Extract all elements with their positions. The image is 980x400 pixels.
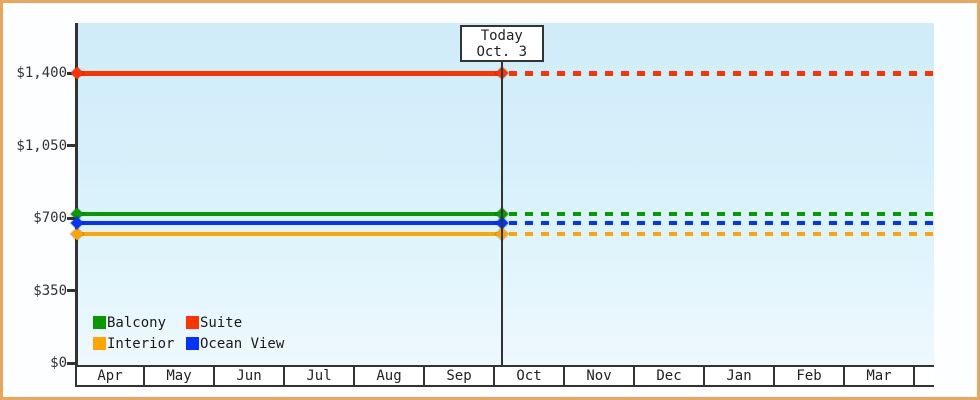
month-cell-may: May [145, 367, 215, 385]
y-tick-mark [67, 289, 75, 292]
legend-swatch-suite [186, 316, 199, 329]
series-line-solid-suite [78, 70, 502, 76]
legend-item-interior: Interior [93, 336, 186, 352]
y-tick-label: $0 [50, 355, 67, 371]
legend: Balcony Suite Interior Ocean View [93, 312, 284, 354]
today-vertical-line [500, 60, 503, 365]
legend-swatch-balcony [93, 316, 106, 329]
month-cell-mar: Mar [845, 367, 915, 385]
legend-label-ocean-view: Ocean View [200, 335, 285, 352]
series-line-dotted-suite [508, 70, 933, 76]
month-cell-oct: Oct [495, 367, 565, 385]
y-tick-label: $1,400 [16, 65, 67, 81]
legend-item-ocean-view: Ocean View [186, 336, 284, 352]
y-tick-mark [67, 216, 75, 220]
y-tick-label: $1,050 [16, 137, 67, 154]
today-label-box: Today Oct. 3 [459, 25, 544, 62]
y-tick-label: $700 [33, 210, 67, 226]
month-cell-feb: Feb [775, 367, 845, 385]
month-cell-nov: Nov [565, 367, 635, 385]
legend-swatch-interior [93, 337, 106, 350]
series-line-solid-interior [78, 231, 502, 236]
y-tick-mark [67, 144, 75, 147]
series-line-dotted-balcony [508, 211, 933, 216]
month-cell-aug: Aug [355, 367, 425, 385]
month-cell-jun: Jun [215, 367, 285, 385]
legend-label-interior: Interior [107, 335, 175, 352]
y-tick-label: $350 [33, 282, 67, 299]
month-cell-jan: Jan [705, 367, 775, 385]
y-axis-line [75, 23, 78, 365]
series-line-dotted-interior [508, 231, 933, 236]
month-cell-dec: Dec [635, 367, 705, 385]
legend-label-suite: Suite [200, 314, 243, 331]
today-date-label: Oct. 3 [476, 44, 528, 60]
series-line-solid-ocean-view [78, 221, 502, 226]
month-row-stub [915, 367, 934, 385]
month-cell-jul: Jul [285, 367, 355, 385]
legend-item-balcony: Balcony [93, 315, 186, 331]
legend-swatch-ocean-view [186, 337, 199, 350]
y-tick-mark [67, 361, 75, 365]
legend-item-suite: Suite [186, 315, 284, 331]
plot-area [78, 23, 934, 365]
x-axis-month-row: Apr May Jun Jul Aug Sep Oct Nov Dec Jan Feb Mar [75, 365, 934, 387]
today-label: Today [480, 28, 523, 44]
month-cell-apr: Apr [75, 367, 145, 385]
series-line-dotted-ocean-view [508, 221, 933, 226]
month-cell-sep: Sep [425, 367, 495, 385]
legend-label-balcony: Balcony [107, 314, 167, 331]
series-line-solid-balcony [78, 211, 502, 216]
